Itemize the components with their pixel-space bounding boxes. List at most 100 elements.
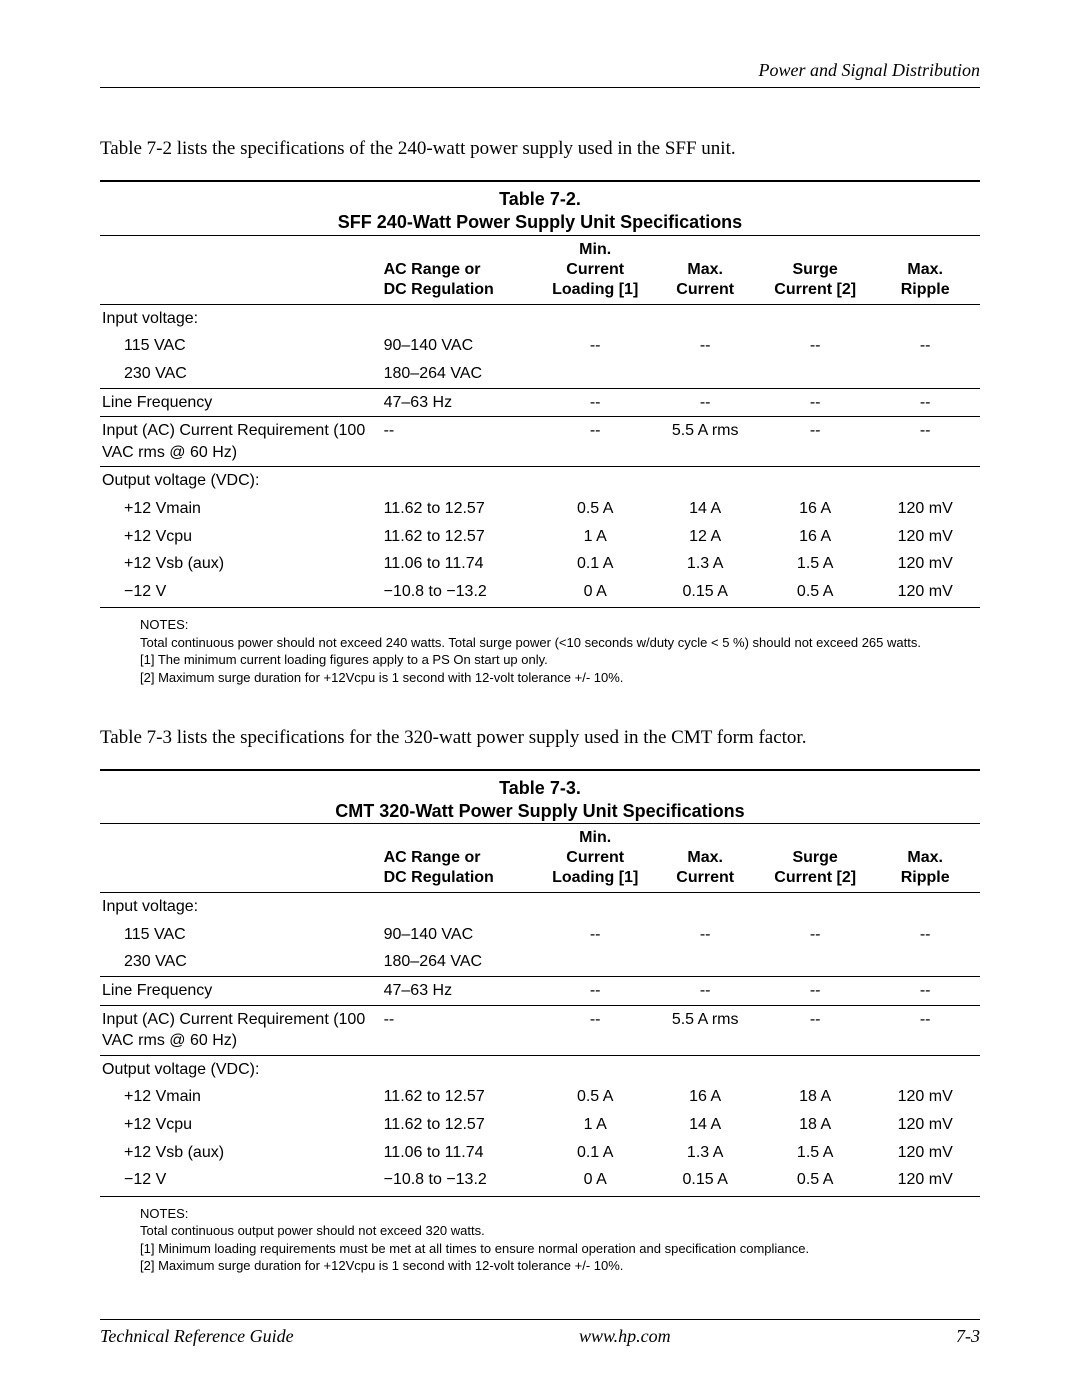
value-cell: 11.62 to 12.57: [382, 495, 540, 523]
value-cell: 0.5 A: [540, 495, 654, 523]
page-footer: Technical Reference Guide www.hp.com 7-3: [100, 1319, 980, 1347]
param-cell: Input (AC) Current Requirement (100 VAC …: [100, 1005, 382, 1055]
param-cell: +12 Vcpu: [100, 523, 382, 551]
value-cell: 11.62 to 12.57: [382, 1111, 540, 1139]
notes-title: NOTES:: [140, 1205, 970, 1223]
value-cell: [874, 304, 980, 332]
note-line: [1] The minimum current loading figures …: [140, 651, 970, 669]
value-cell: 120 mV: [874, 578, 980, 606]
value-cell: 0.5 A: [760, 578, 874, 606]
value-cell: [654, 304, 760, 332]
value-cell: 90–140 VAC: [382, 332, 540, 360]
table-row: Input (AC) Current Requirement (100 VAC …: [100, 1005, 980, 1055]
value-cell: --: [874, 977, 980, 1006]
table-7-3-caption: Table 7-3. CMT 320-Watt Power Supply Uni…: [100, 769, 980, 824]
footer-right: 7-3: [956, 1326, 980, 1347]
value-cell: 120 mV: [874, 550, 980, 578]
col-ac-label: AC Range orDC Regulation: [384, 261, 494, 298]
table-row: Line Frequency47–63 Hz--------: [100, 977, 980, 1006]
value-cell: --: [540, 388, 654, 417]
table-row: −12 V−10.8 to −13.20 A0.15 A0.5 A120 mV: [100, 1166, 980, 1194]
value-cell: 0 A: [540, 578, 654, 606]
param-cell: 230 VAC: [100, 948, 382, 976]
value-cell: 0.15 A: [654, 1166, 760, 1194]
value-cell: --: [654, 977, 760, 1006]
value-cell: [760, 304, 874, 332]
page-header: Power and Signal Distribution: [100, 60, 980, 88]
value-cell: [540, 467, 654, 495]
table-7-2-block: Table 7-2. SFF 240-Watt Power Supply Uni…: [100, 180, 980, 687]
col-ripple-label: Max.Ripple: [901, 849, 950, 886]
col-max-label: Max.Current: [676, 261, 734, 298]
param-cell: Input voltage:: [100, 304, 382, 332]
table-row: Input voltage:: [100, 893, 980, 921]
table-7-3-block: Table 7-3. CMT 320-Watt Power Supply Uni…: [100, 769, 980, 1276]
table-row: 115 VAC90–140 VAC--------: [100, 921, 980, 949]
value-cell: [382, 893, 540, 921]
value-cell: 18 A: [760, 1083, 874, 1111]
value-cell: --: [760, 388, 874, 417]
table-number: Table 7-3.: [100, 777, 980, 800]
note-line: Total continuous output power should not…: [140, 1222, 970, 1240]
value-cell: 120 mV: [874, 1139, 980, 1167]
col-ripple: Max.Ripple: [874, 235, 980, 304]
value-cell: --: [874, 332, 980, 360]
footer-center: www.hp.com: [579, 1326, 671, 1347]
param-cell: +12 Vsb (aux): [100, 1139, 382, 1167]
table-row: 115 VAC90–140 VAC--------: [100, 332, 980, 360]
col-param: [100, 235, 382, 304]
param-cell: Line Frequency: [100, 977, 382, 1006]
value-cell: 1.5 A: [760, 550, 874, 578]
note-line: [2] Maximum surge duration for +12Vcpu i…: [140, 669, 970, 687]
value-cell: --: [874, 1005, 980, 1055]
value-cell: 120 mV: [874, 1083, 980, 1111]
param-cell: +12 Vmain: [100, 1083, 382, 1111]
value-cell: [874, 467, 980, 495]
table-number: Table 7-2.: [100, 188, 980, 211]
value-cell: 0 A: [540, 1166, 654, 1194]
value-cell: [540, 948, 654, 976]
value-cell: 90–140 VAC: [382, 921, 540, 949]
value-cell: 120 mV: [874, 1111, 980, 1139]
value-cell: --: [760, 977, 874, 1006]
value-cell: --: [540, 332, 654, 360]
note-line: Total continuous power should not exceed…: [140, 634, 970, 652]
col-min: Min.CurrentLoading [1]: [540, 824, 654, 893]
value-cell: --: [874, 388, 980, 417]
col-max: Max.Current: [654, 235, 760, 304]
table-7-3-body: Input voltage:115 VAC90–140 VAC--------2…: [100, 893, 980, 1194]
table-7-2-body: Input voltage:115 VAC90–140 VAC--------2…: [100, 304, 980, 605]
value-cell: [654, 360, 760, 388]
table-row: +12 Vcpu11.62 to 12.571 A14 A18 A120 mV: [100, 1111, 980, 1139]
col-surge-label: SurgeCurrent [2]: [774, 849, 856, 886]
table-7-3-notes: NOTES:Total continuous output power shou…: [100, 1205, 980, 1275]
value-cell: 120 mV: [874, 1166, 980, 1194]
value-cell: [874, 1055, 980, 1083]
col-min-label: Min.CurrentLoading [1]: [552, 829, 638, 886]
col-ripple: Max.Ripple: [874, 824, 980, 893]
value-cell: 1.3 A: [654, 1139, 760, 1167]
table-row: Line Frequency47–63 Hz--------: [100, 388, 980, 417]
param-cell: 115 VAC: [100, 332, 382, 360]
table-row: 230 VAC180–264 VAC: [100, 948, 980, 976]
table-row: +12 Vmain11.62 to 12.570.5 A16 A18 A120 …: [100, 1083, 980, 1111]
value-cell: [760, 1055, 874, 1083]
table-title: SFF 240-Watt Power Supply Unit Specifica…: [100, 211, 980, 234]
table-title: CMT 320-Watt Power Supply Unit Specifica…: [100, 800, 980, 823]
table-7-2-caption: Table 7-2. SFF 240-Watt Power Supply Uni…: [100, 180, 980, 235]
value-cell: [540, 360, 654, 388]
param-cell: +12 Vmain: [100, 495, 382, 523]
value-cell: [540, 1055, 654, 1083]
param-cell: Output voltage (VDC):: [100, 467, 382, 495]
param-cell: −12 V: [100, 1166, 382, 1194]
value-cell: --: [874, 417, 980, 467]
value-cell: 0.1 A: [540, 1139, 654, 1167]
table-row: Input voltage:: [100, 304, 980, 332]
value-cell: --: [540, 1005, 654, 1055]
table-row: +12 Vcpu11.62 to 12.571 A12 A16 A120 mV: [100, 523, 980, 551]
value-cell: 5.5 A rms: [654, 417, 760, 467]
param-cell: 230 VAC: [100, 360, 382, 388]
value-cell: 1.5 A: [760, 1139, 874, 1167]
value-cell: [540, 304, 654, 332]
col-max-label: Max.Current: [676, 849, 734, 886]
